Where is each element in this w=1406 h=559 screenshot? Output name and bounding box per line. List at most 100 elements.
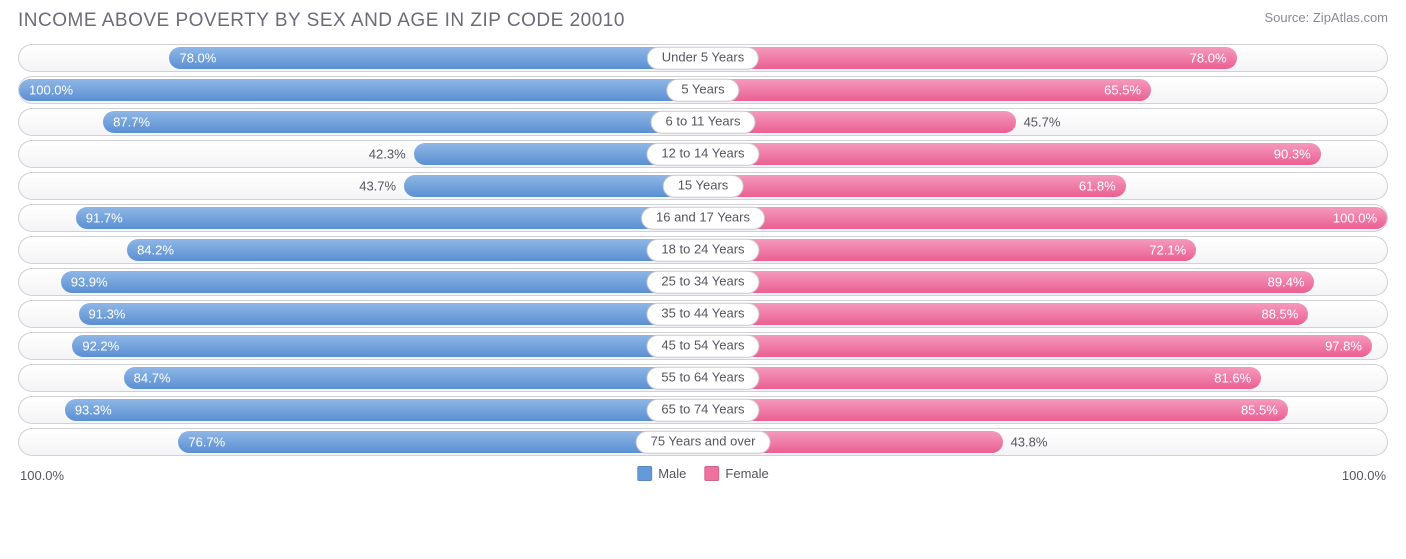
male-track: 87.7% [18,108,703,136]
female-track: 78.0% [703,44,1388,72]
female-value: 72.1% [1149,244,1186,257]
female-track: 45.7% [703,108,1388,136]
age-label: 12 to 14 Years [646,143,759,166]
female-bar [703,175,1126,197]
female-track: 97.8% [703,332,1388,360]
male-track: 93.3% [18,396,703,424]
male-bar [79,303,703,325]
female-track: 65.5% [703,76,1388,104]
female-track: 88.5% [703,300,1388,328]
chart-source: Source: ZipAtlas.com [1264,10,1388,25]
male-track: 43.7% [18,172,703,200]
chart-footer: 100.0% Male Female 100.0% [18,464,1388,494]
age-label: 5 Years [666,79,739,102]
chart-row: 43.7% 61.8% 15 Years [18,172,1388,200]
butterfly-chart: 78.0%78.0%Under 5 Years100.0%65.5%5 Year… [18,44,1388,456]
male-bar [65,399,703,421]
female-value: 97.8% [1325,340,1362,353]
female-bar [703,303,1308,325]
chart-row: 42.3% 90.3%12 to 14 Years [18,140,1388,168]
male-value: 93.3% [75,404,112,417]
female-bar [703,47,1237,69]
male-bar [103,111,703,133]
legend-item-female: Female [704,466,768,481]
male-track: 76.7% [18,428,703,456]
chart-row: 92.2% 97.8% 45 to 54 Years [18,332,1388,360]
age-label: 45 to 54 Years [646,335,759,358]
legend: Male Female [637,466,769,481]
chart-row: 91.7%100.0%16 and 17 Years [18,204,1388,232]
female-value: 78.0% [1190,52,1227,65]
male-value: 100.0% [29,84,73,97]
female-bar [703,207,1387,229]
female-value: 85.5% [1241,404,1278,417]
chart-title: INCOME ABOVE POVERTY BY SEX AND AGE IN Z… [18,10,625,32]
female-value: 100.0% [1333,212,1377,225]
male-value: 76.7% [188,436,225,449]
male-track: 91.3% [18,300,703,328]
female-value: 61.8% [1079,180,1116,193]
female-bar [703,143,1321,165]
chart-row: 84.7% 81.6% 55 to 64 Years [18,364,1388,392]
male-value: 91.7% [86,212,123,225]
male-track: 93.9% [18,268,703,296]
male-value: 93.9% [71,276,108,289]
male-track: 84.2% [18,236,703,264]
male-track: 84.7% [18,364,703,392]
chart-row: 93.9% 89.4% 25 to 34 Years [18,268,1388,296]
male-bar [61,271,703,293]
female-bar [703,271,1314,293]
chart-row: 78.0%78.0%Under 5 Years [18,44,1388,72]
male-value: 87.7% [113,116,150,129]
chart-row: 91.3% 88.5%35 to 44 Years [18,300,1388,328]
chart-row: 87.7% 45.7% 6 to 11 Years [18,108,1388,136]
male-bar [19,79,703,101]
female-value: 43.8% [1011,436,1048,449]
age-label: 18 to 24 Years [646,239,759,262]
legend-item-male: Male [637,466,686,481]
male-bar [169,47,703,69]
male-bar [72,335,703,357]
male-bar [127,239,703,261]
female-value: 65.5% [1104,84,1141,97]
age-label: 15 Years [663,175,744,198]
female-bar [703,79,1151,101]
chart-header: INCOME ABOVE POVERTY BY SEX AND AGE IN Z… [18,10,1388,32]
female-value: 81.6% [1214,372,1251,385]
male-bar [404,175,703,197]
female-value: 89.4% [1268,276,1305,289]
female-bar [703,239,1196,261]
age-label: 6 to 11 Years [651,111,756,134]
male-value: 92.2% [82,340,119,353]
male-value: 84.7% [134,372,171,385]
legend-swatch-female [704,466,719,481]
female-track: 43.8% [703,428,1388,456]
age-label: 65 to 74 Years [646,399,759,422]
legend-label-female: Female [725,466,768,481]
age-label: 75 Years and over [636,431,771,454]
age-label: 25 to 34 Years [646,271,759,294]
legend-label-male: Male [658,466,686,481]
age-label: 55 to 64 Years [646,367,759,390]
female-bar [703,367,1261,389]
male-value: 84.2% [137,244,174,257]
male-track: 92.2% [18,332,703,360]
female-track: 89.4% [703,268,1388,296]
age-label: 35 to 44 Years [646,303,759,326]
male-value: 42.3% [369,148,406,161]
male-track: 91.7% [18,204,703,232]
chart-row: 76.7% 43.8% 75 Years and over [18,428,1388,456]
female-track: 61.8% [703,172,1388,200]
age-label: Under 5 Years [647,47,759,70]
male-track: 78.0% [18,44,703,72]
male-value: 43.7% [359,180,396,193]
female-track: 81.6% [703,364,1388,392]
male-bar [178,431,703,453]
legend-swatch-male [637,466,652,481]
male-value: 91.3% [89,308,126,321]
female-track: 90.3% [703,140,1388,168]
chart-row: 100.0% 65.5% 5 Years [18,76,1388,104]
female-value: 45.7% [1024,116,1061,129]
male-track: 100.0% [18,76,703,104]
female-bar [703,399,1288,421]
